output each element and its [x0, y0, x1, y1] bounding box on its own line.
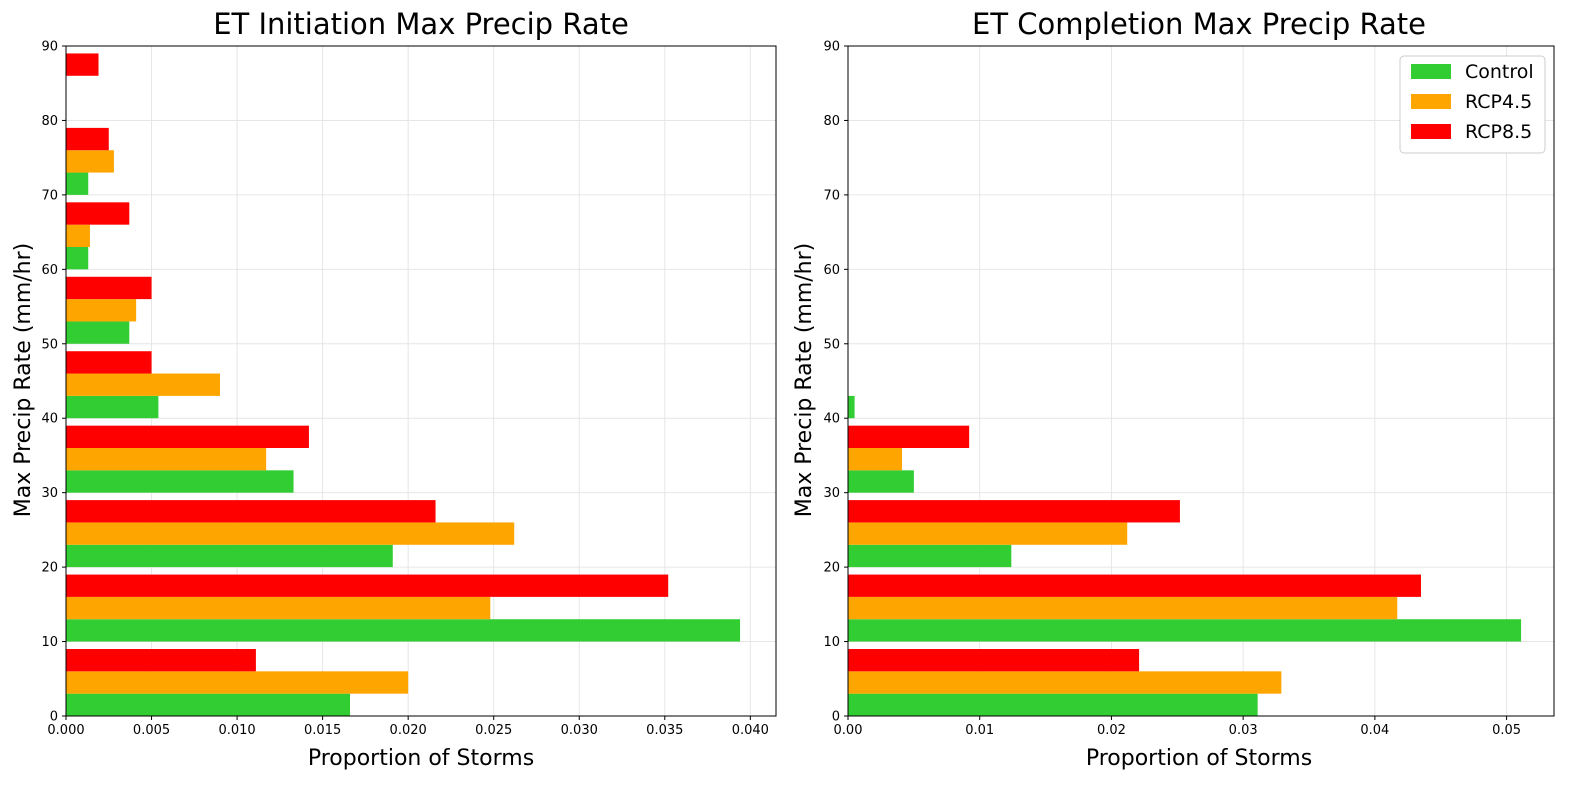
x-tick-label: 0.02: [1097, 723, 1126, 738]
x-tick-label: 0.05: [1492, 723, 1521, 738]
y-tick-label: 10: [41, 635, 58, 650]
y-tick-label: 0: [50, 710, 58, 725]
bar-rcp45-bin-0: [848, 671, 1282, 694]
legend-swatch-control: [1411, 64, 1451, 79]
bar-rcp85-bin-0: [66, 649, 256, 672]
y-tick-label: 60: [823, 263, 840, 278]
bar-control-bin-10: [848, 619, 1522, 642]
y-tick-label: 80: [823, 114, 840, 129]
bar-rcp45-bin-20: [848, 522, 1128, 545]
y-tick-label: 50: [41, 337, 58, 352]
bar-rcp45-bin-0: [66, 671, 409, 694]
bar-rcp45-bin-70: [66, 150, 114, 173]
bar-rcp45-bin-30: [848, 448, 903, 471]
legend-swatch-rcp85: [1411, 124, 1451, 139]
y-axis-label: Max Precip Rate (mm/hr): [792, 243, 817, 517]
x-tick-label: 0.015: [304, 723, 341, 738]
y-tick-label: 90: [823, 40, 840, 55]
bar-rcp85-bin-20: [848, 500, 1180, 523]
bar-rcp45-bin-50: [66, 299, 137, 322]
x-tick-label: 0.000: [47, 723, 84, 738]
legend: Control RCP4.5 RCP8.5: [1399, 55, 1546, 154]
y-tick-label: 70: [823, 188, 840, 203]
bar-control-bin-70: [66, 172, 89, 195]
y-tick-label: 0: [832, 710, 840, 725]
x-tick-label: 0.040: [732, 723, 769, 738]
bar-control-bin-10: [66, 619, 741, 642]
bar-rcp85-bin-50: [66, 276, 152, 300]
x-tick-label: 0.005: [133, 723, 170, 738]
y-tick-label: 80: [41, 114, 58, 129]
bars: [848, 395, 1522, 716]
plot-frame: [65, 45, 777, 717]
bar-rcp85-bin-0: [848, 649, 1140, 672]
x-tick-label: 0.01: [965, 723, 994, 738]
bar-rcp85-bin-70: [66, 127, 109, 151]
y-tick-label: 50: [823, 337, 840, 352]
ticks: 0.00 0.01 0.02 0.03 0.04 0.05 0 10 20 30 40 50 60 70 8…: [823, 40, 1521, 739]
y-tick-label: 90: [41, 40, 58, 55]
bars: [66, 53, 741, 716]
y-tick-label: 30: [41, 486, 58, 501]
y-tick-label: 10: [823, 635, 840, 650]
chart-title: ET Completion Max Precip Rate: [972, 7, 1426, 41]
x-tick-label: 0.04: [1360, 723, 1389, 738]
y-tick-label: 20: [41, 561, 58, 576]
ticks: 0.000 0.005 0.010 0.015 0.020 0.025 0.030 0.035…: [41, 40, 768, 739]
bar-control-bin-0: [848, 693, 1258, 716]
bar-control-bin-50: [66, 321, 130, 344]
bar-rcp45-bin-10: [848, 596, 1398, 620]
y-axis-label: Max Precip Rate (mm/hr): [11, 243, 36, 517]
bar-rcp85-bin-60: [66, 202, 130, 225]
bar-control-bin-30: [848, 470, 914, 493]
chart-title: ET Initiation Max Precip Rate: [213, 7, 629, 41]
legend-label-control: Control: [1465, 61, 1534, 83]
y-tick-label: 20: [823, 561, 840, 576]
y-tick-label: 30: [823, 486, 840, 501]
y-tick-label: 70: [41, 188, 58, 203]
bar-rcp85-bin-30: [848, 425, 970, 448]
bar-rcp45-bin-40: [66, 373, 220, 396]
plot-frame: [847, 45, 1555, 717]
bar-rcp45-bin-60: [66, 224, 90, 247]
bar-control-bin-0: [66, 693, 350, 716]
bar-rcp85-bin-40: [66, 351, 152, 374]
legend-label-rcp45: RCP4.5: [1465, 91, 1532, 113]
bar-control-bin-30: [66, 470, 294, 493]
x-tick-label: 0.010: [218, 723, 255, 738]
bar-control-bin-40: [848, 395, 855, 419]
completion-chart: ET Completion Max Precip Rate Proportion…: [792, 7, 1555, 771]
x-tick-label: 0.025: [475, 723, 512, 738]
x-axis-label: Proportion of Storms: [308, 746, 534, 771]
x-axis-label: Proportion of Storms: [1086, 746, 1312, 771]
bar-rcp85-bin-10: [66, 574, 669, 597]
bar-rcp45-bin-10: [66, 596, 491, 620]
initiation-chart: ET Initiation Max Precip Rate Proportion…: [11, 7, 777, 771]
legend-swatch-rcp45: [1411, 94, 1451, 109]
legend-label-rcp85: RCP8.5: [1465, 121, 1532, 143]
x-tick-label: 0.035: [646, 723, 683, 738]
bar-rcp85-bin-80: [66, 53, 99, 76]
x-tick-label: 0.03: [1229, 723, 1258, 738]
bar-rcp85-bin-20: [66, 500, 436, 523]
bar-rcp85-bin-10: [848, 574, 1421, 597]
bar-control-bin-40: [66, 395, 159, 419]
bar-control-bin-20: [848, 544, 1012, 568]
x-tick-label: 0.020: [390, 723, 427, 738]
x-tick-label: 0.030: [561, 723, 598, 738]
y-tick-label: 40: [41, 412, 58, 427]
bar-control-bin-20: [66, 544, 393, 568]
bar-rcp85-bin-30: [66, 425, 309, 448]
bar-control-bin-60: [66, 247, 89, 270]
bar-rcp45-bin-30: [66, 448, 267, 471]
bar-rcp45-bin-20: [66, 522, 515, 545]
x-tick-label: 0.00: [834, 723, 863, 738]
y-tick-label: 40: [823, 412, 840, 427]
y-tick-label: 60: [41, 263, 58, 278]
